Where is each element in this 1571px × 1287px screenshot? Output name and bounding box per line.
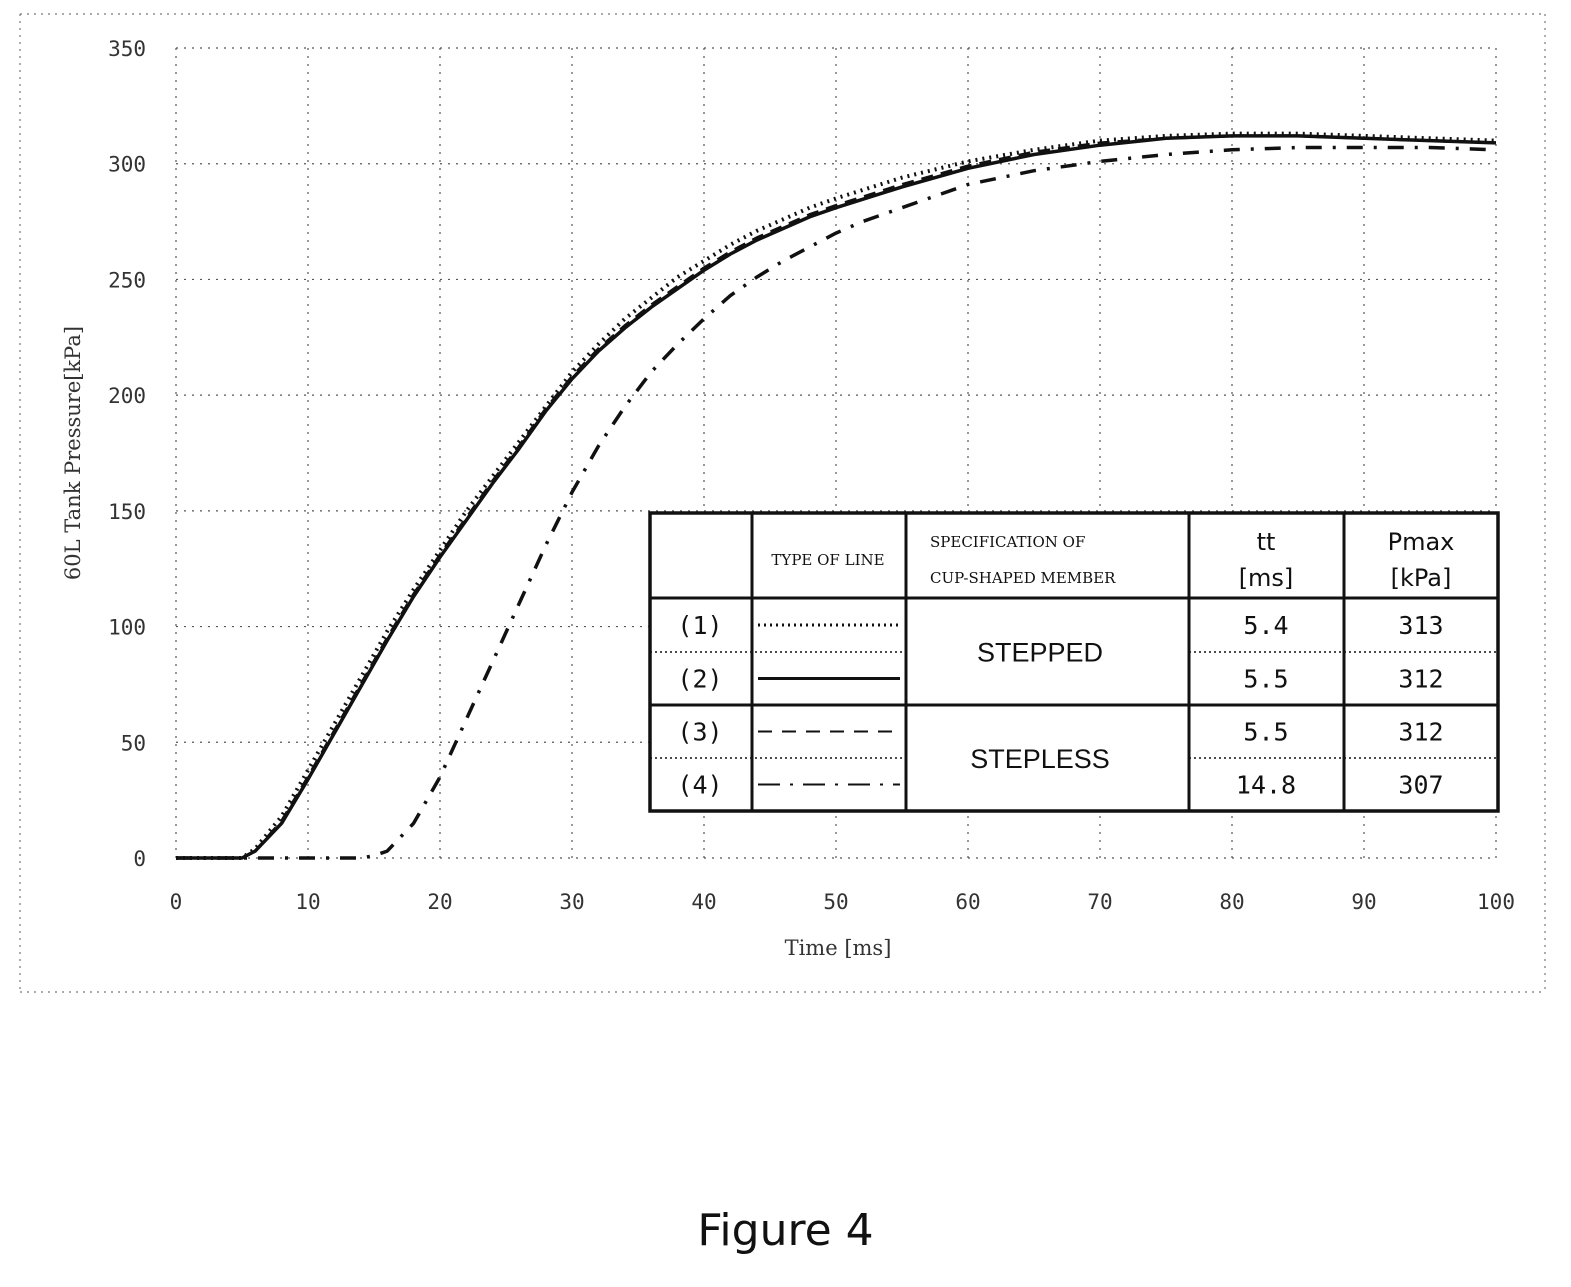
x-tick-label: 70 (1087, 890, 1112, 914)
row-label: (1) (677, 611, 722, 640)
pressure-chart: 0 10 20 30 40 50 60 70 80 90 100 0 50 100 150 200 250 300… (19, 13, 1546, 993)
series-line-1 (176, 131, 1497, 860)
y-tick-label: 200 (108, 384, 146, 408)
y-tick-label: 150 (108, 500, 146, 524)
header-pmax-line2: [kPa] (1391, 564, 1452, 592)
y-tick-label: 350 (108, 37, 146, 61)
spec-label: STEPPED (977, 638, 1103, 668)
x-axis-title: Time [ms] (785, 936, 892, 960)
row-tt-value: 14.8 (1236, 771, 1296, 800)
row-tt-value: 5.5 (1243, 718, 1288, 747)
row-pmax-value: 312 (1398, 665, 1443, 694)
header-spec-line2: CUP-SHAPED MEMBER (930, 569, 1116, 587)
legend-table (648, 511, 1500, 813)
header-spec-line1: SPECIFICATION OF (930, 533, 1085, 551)
row-pmax-value: 307 (1398, 771, 1443, 800)
x-tick-label: 50 (823, 890, 848, 914)
x-tick-label: 30 (559, 890, 584, 914)
header-tt-line2: [ms] (1239, 564, 1294, 592)
series-line-4 (176, 145, 1497, 860)
x-tick-label: 80 (1219, 890, 1244, 914)
row-label: (3) (677, 718, 722, 747)
row-pmax-value: 313 (1398, 611, 1443, 640)
y-tick-label: 50 (121, 731, 146, 755)
spec-label: STEPLESS (970, 744, 1110, 774)
row-pmax-value: 312 (1398, 718, 1443, 747)
x-tick-label: 60 (955, 890, 980, 914)
y-tick-label: 250 (108, 268, 146, 292)
row-label: (2) (677, 665, 722, 694)
header-tt-line1: tt (1257, 528, 1276, 556)
x-tick-label: 20 (427, 890, 452, 914)
x-tick-label: 90 (1351, 890, 1376, 914)
row-tt-value: 5.5 (1243, 665, 1288, 694)
x-tick-label: 10 (295, 890, 320, 914)
series-line-3 (176, 134, 1497, 860)
row-label: (4) (677, 771, 722, 800)
series-line-2 (176, 134, 1497, 860)
y-tick-label: 300 (108, 153, 146, 177)
figure-caption: Figure 4 (697, 1205, 874, 1256)
y-tick-label: 0 (133, 847, 146, 871)
header-pmax-line1: Pmax (1388, 528, 1455, 556)
row-tt-value: 5.4 (1243, 611, 1288, 640)
x-tick-label: 0 (170, 890, 183, 914)
y-tick-label: 100 (108, 616, 146, 640)
x-tick-label: 100 (1477, 890, 1515, 914)
header-type-of-line: TYPE OF LINE (771, 551, 884, 569)
y-axis-title: 60L Tank Pressure[kPa] (61, 326, 85, 580)
x-tick-label: 40 (691, 890, 716, 914)
